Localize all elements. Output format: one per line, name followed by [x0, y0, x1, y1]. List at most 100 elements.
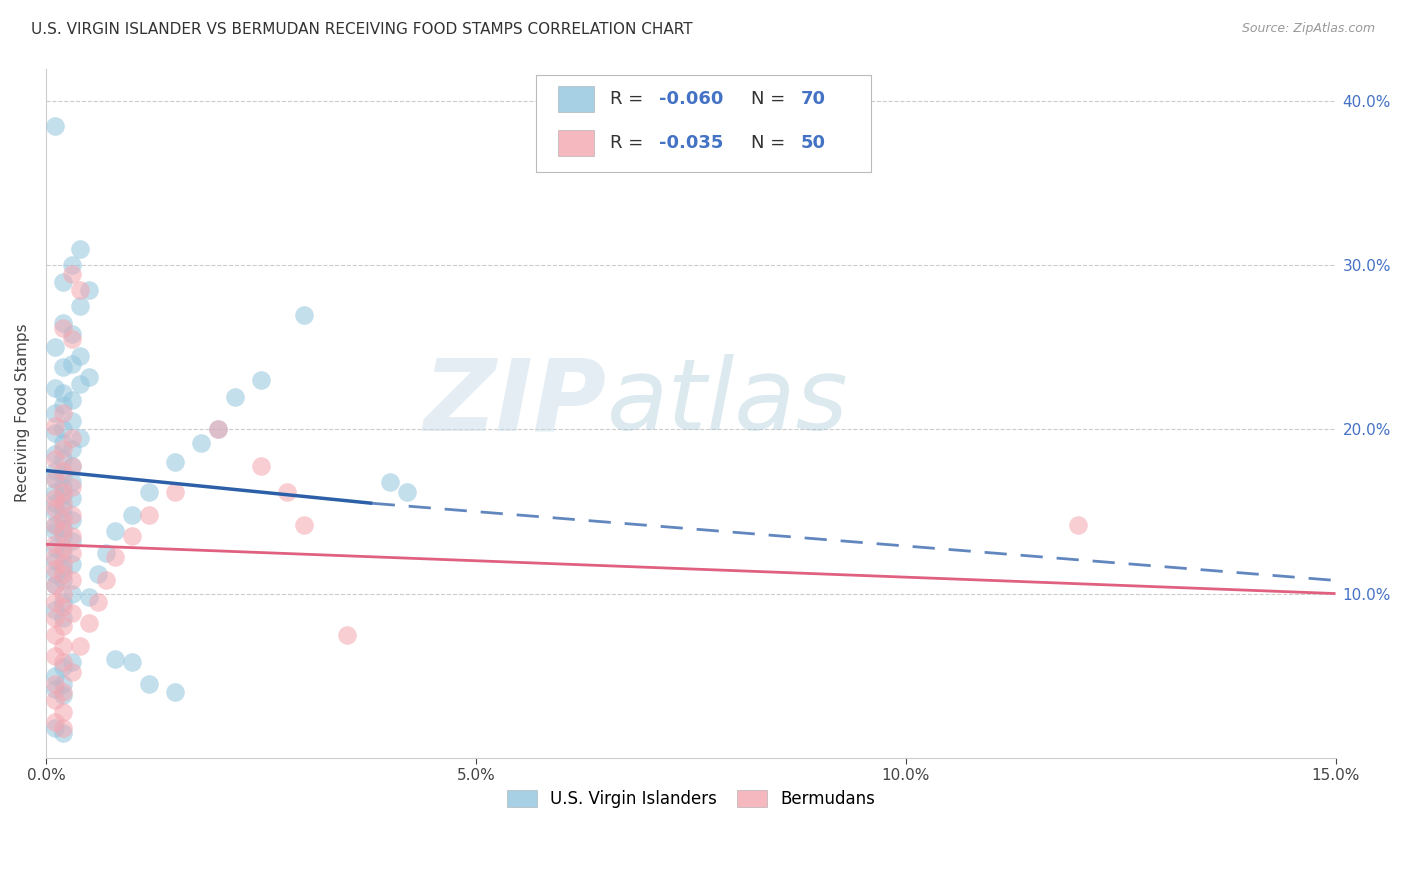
Point [44, 472, 66, 486]
Point [44, 382, 66, 396]
Point [121, 656, 143, 670]
Point [60, 656, 83, 670]
Text: 50: 50 [800, 134, 825, 152]
Point [104, 652, 127, 666]
Point [52, 545, 75, 559]
Point [86, 566, 108, 581]
Point [60, 508, 83, 522]
Point [207, 422, 229, 436]
Text: Source: ZipAtlas.com: Source: ZipAtlas.com [1241, 22, 1375, 36]
Point [52, 619, 75, 633]
Point [44, 341, 66, 355]
Text: N =: N = [751, 90, 792, 108]
Point [44, 517, 66, 532]
Point [69, 300, 91, 314]
Point [52, 726, 75, 740]
Point [60, 529, 83, 543]
Point [44, 693, 66, 707]
Point [52, 386, 75, 401]
Point [104, 550, 127, 565]
Point [69, 349, 91, 363]
Text: atlas: atlas [607, 354, 849, 451]
Point [44, 668, 66, 682]
Point [44, 537, 66, 551]
Point [44, 501, 66, 516]
Point [60, 327, 83, 342]
Point [44, 419, 66, 434]
Point [77, 283, 100, 297]
Point [52, 557, 75, 571]
Point [52, 422, 75, 436]
Point [60, 480, 83, 494]
Point [69, 431, 91, 445]
Point [52, 452, 75, 467]
Point [138, 484, 160, 499]
Point [60, 431, 83, 445]
Point [60, 458, 83, 473]
Point [52, 360, 75, 375]
Point [60, 491, 83, 506]
Point [163, 484, 186, 499]
Point [52, 442, 75, 457]
Point [44, 627, 66, 641]
Point [44, 677, 66, 691]
Point [52, 320, 75, 334]
Point [44, 484, 66, 499]
Point [44, 562, 66, 576]
Point [52, 688, 75, 702]
Point [69, 639, 91, 653]
Point [52, 705, 75, 719]
Text: N =: N = [751, 134, 792, 152]
Point [52, 513, 75, 527]
Text: ZIP: ZIP [425, 354, 607, 451]
Point [44, 517, 66, 532]
Point [292, 308, 315, 322]
Point [44, 578, 66, 592]
Point [52, 599, 75, 614]
Point [44, 406, 66, 420]
Point [44, 681, 66, 696]
Point [52, 566, 75, 581]
Point [1066, 517, 1088, 532]
Point [69, 242, 91, 256]
Point [44, 425, 66, 440]
Point [60, 442, 83, 457]
Point [52, 656, 75, 670]
Point [60, 545, 83, 559]
Point [77, 616, 100, 631]
Point [60, 665, 83, 680]
Point [44, 504, 66, 518]
Point [52, 480, 75, 494]
Point [52, 574, 75, 588]
Point [44, 496, 66, 510]
Point [207, 422, 229, 436]
Text: R =: R = [610, 90, 648, 108]
Point [52, 611, 75, 625]
Point [44, 603, 66, 617]
Point [52, 468, 75, 483]
Point [52, 406, 75, 420]
Point [44, 452, 66, 467]
Point [52, 677, 75, 691]
Point [60, 392, 83, 407]
Point [190, 435, 212, 450]
Point [138, 508, 160, 522]
FancyBboxPatch shape [558, 130, 595, 156]
Point [60, 357, 83, 371]
Point [44, 554, 66, 568]
Point [94, 574, 117, 588]
Point [77, 370, 100, 384]
Point [60, 586, 83, 600]
Point [44, 648, 66, 663]
Point [52, 463, 75, 477]
Point [44, 611, 66, 625]
Point [60, 267, 83, 281]
Point [60, 414, 83, 428]
Point [224, 390, 246, 404]
Point [60, 574, 83, 588]
Point [52, 660, 75, 674]
Point [250, 458, 273, 473]
Point [44, 714, 66, 729]
Point [44, 472, 66, 486]
Point [121, 529, 143, 543]
